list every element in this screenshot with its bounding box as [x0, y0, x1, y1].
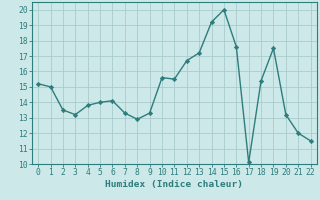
X-axis label: Humidex (Indice chaleur): Humidex (Indice chaleur)	[105, 180, 244, 189]
